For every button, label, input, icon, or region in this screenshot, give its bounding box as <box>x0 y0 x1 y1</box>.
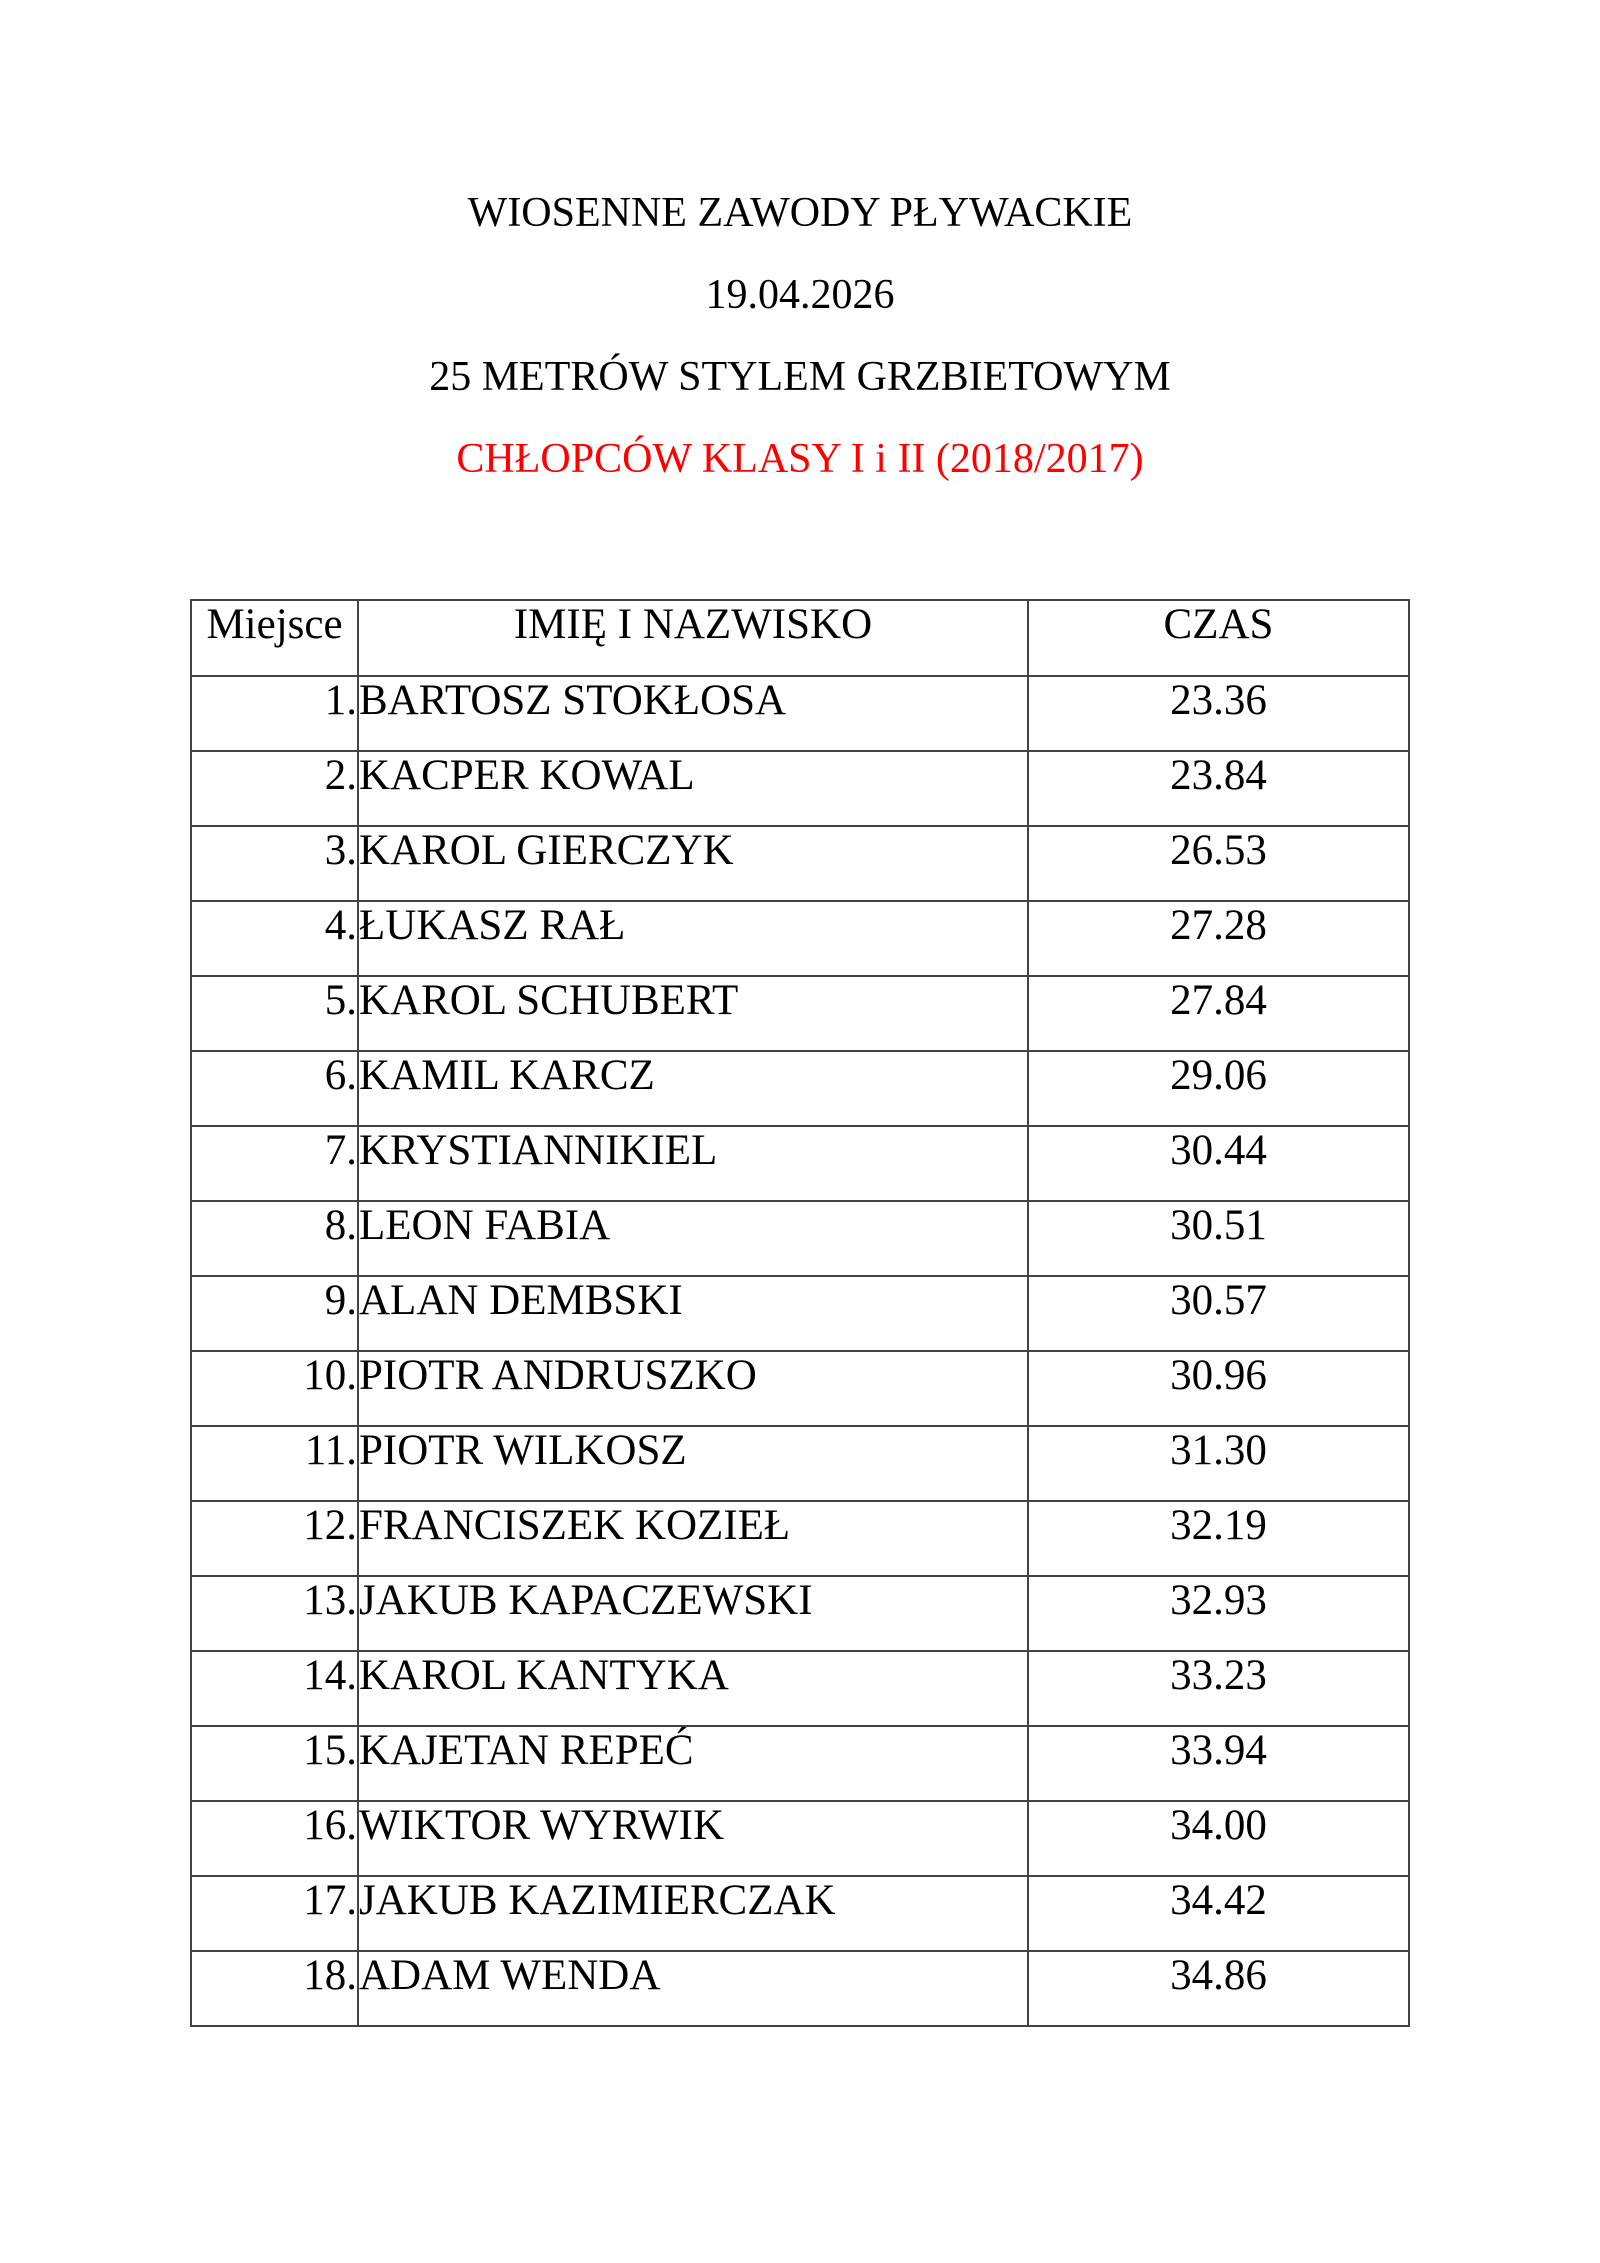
place-cell: 15. <box>190 1725 359 1802</box>
name-cell: JAKUB KAZIMIERCZAK <box>357 1875 1029 1952</box>
column-header-place: Miejsce <box>190 599 359 677</box>
table-row: 13. JAKUB KAPACZEWSKI 32.93 <box>190 1575 1410 1652</box>
column-header-name: IMIĘ I NAZWISKO <box>357 599 1029 677</box>
place-cell: 4. <box>190 900 359 977</box>
title-event-date: 19.04.2026 <box>705 272 895 318</box>
table-row: 4. ŁUKASZ RAŁ 27.28 <box>190 900 1410 977</box>
time-cell: 30.51 <box>1027 1200 1410 1277</box>
time-cell: 26.53 <box>1027 825 1410 902</box>
name-cell: PIOTR ANDRUSZKO <box>357 1350 1029 1427</box>
name-cell: KAROL SCHUBERT <box>357 975 1029 1052</box>
time-cell: 32.93 <box>1027 1575 1410 1652</box>
time-cell: 31.30 <box>1027 1425 1410 1502</box>
name-cell: KRYSTIANNIKIEL <box>357 1125 1029 1202</box>
place-cell: 18. <box>190 1950 359 2027</box>
time-cell: 27.84 <box>1027 975 1410 1052</box>
place-cell: 17. <box>190 1875 359 1952</box>
table-row: 17. JAKUB KAZIMIERCZAK 34.42 <box>190 1875 1410 1952</box>
table-row: 2. KACPER KOWAL 23.84 <box>190 750 1410 827</box>
name-cell: LEON FABIA <box>357 1200 1029 1277</box>
table-row: 15. KAJETAN REPEĆ 33.94 <box>190 1725 1410 1802</box>
table-row: 11. PIOTR WILKOSZ 31.30 <box>190 1425 1410 1502</box>
time-cell: 30.44 <box>1027 1125 1410 1202</box>
table-row: 12. FRANCISZEK KOZIEŁ 32.19 <box>190 1500 1410 1577</box>
name-cell: ALAN DEMBSKI <box>357 1275 1029 1352</box>
name-cell: FRANCISZEK KOZIEŁ <box>357 1500 1029 1577</box>
place-cell: 8. <box>190 1200 359 1277</box>
time-cell: 23.36 <box>1027 675 1410 752</box>
table-header-row: Miejsce IMIĘ I NAZWISKO CZAS <box>190 599 1410 677</box>
table-row: 16. WIKTOR WYRWIK 34.00 <box>190 1800 1410 1877</box>
time-cell: 30.96 <box>1027 1350 1410 1427</box>
place-cell: 9. <box>190 1275 359 1352</box>
table-row: 14. KAROL KANTYKA 33.23 <box>190 1650 1410 1727</box>
table-row: 6. KAMIL KARCZ 29.06 <box>190 1050 1410 1127</box>
place-cell: 1. <box>190 675 359 752</box>
name-cell: KAJETAN REPEĆ <box>357 1725 1029 1802</box>
place-cell: 12. <box>190 1500 359 1577</box>
place-cell: 2. <box>190 750 359 827</box>
time-cell: 33.94 <box>1027 1725 1410 1802</box>
name-cell: KAROL GIERCZYK <box>357 825 1029 902</box>
place-cell: 5. <box>190 975 359 1052</box>
name-cell: ADAM WENDA <box>357 1950 1029 2027</box>
name-cell: KAMIL KARCZ <box>357 1050 1029 1127</box>
table-row: 5. KAROL SCHUBERT 27.84 <box>190 975 1410 1052</box>
name-cell: ŁUKASZ RAŁ <box>357 900 1029 977</box>
time-cell: 34.00 <box>1027 1800 1410 1877</box>
title-event-name: WIOSENNE ZAWODY PŁYWACKIE <box>467 190 1133 236</box>
place-cell: 3. <box>190 825 359 902</box>
place-cell: 6. <box>190 1050 359 1127</box>
name-cell: PIOTR WILKOSZ <box>357 1425 1029 1502</box>
place-cell: 16. <box>190 1800 359 1877</box>
time-cell: 23.84 <box>1027 750 1410 827</box>
title-block: WIOSENNE ZAWODY PŁYWACKIE 19.04.2026 25 … <box>0 172 1600 500</box>
column-header-time: CZAS <box>1027 599 1410 677</box>
name-cell: WIKTOR WYRWIK <box>357 1800 1029 1877</box>
table-row: 1. BARTOSZ STOKŁOSA 23.36 <box>190 675 1410 752</box>
place-cell: 7. <box>190 1125 359 1202</box>
time-cell: 32.19 <box>1027 1500 1410 1577</box>
place-cell: 11. <box>190 1425 359 1502</box>
title-event-style: 25 METRÓW STYLEM GRZBIETOWYM <box>429 354 1171 400</box>
place-cell: 14. <box>190 1650 359 1727</box>
name-cell: KAROL KANTYKA <box>357 1650 1029 1727</box>
name-cell: JAKUB KAPACZEWSKI <box>357 1575 1029 1652</box>
place-cell: 13. <box>190 1575 359 1652</box>
time-cell: 34.86 <box>1027 1950 1410 2027</box>
table-row: 9. ALAN DEMBSKI 30.57 <box>190 1275 1410 1352</box>
time-cell: 27.28 <box>1027 900 1410 977</box>
name-cell: KACPER KOWAL <box>357 750 1029 827</box>
table-row: 8. LEON FABIA 30.51 <box>190 1200 1410 1277</box>
time-cell: 34.42 <box>1027 1875 1410 1952</box>
name-cell: BARTOSZ STOKŁOSA <box>357 675 1029 752</box>
place-cell: 10. <box>190 1350 359 1427</box>
title-category: CHŁOPCÓW KLASY I i II (2018/2017) <box>456 436 1144 482</box>
table-row: 10. PIOTR ANDRUSZKO 30.96 <box>190 1350 1410 1427</box>
table-row: 7. KRYSTIANNIKIEL 30.44 <box>190 1125 1410 1202</box>
time-cell: 30.57 <box>1027 1275 1410 1352</box>
results-table: Miejsce IMIĘ I NAZWISKO CZAS 1. BARTOSZ … <box>190 599 1410 2027</box>
table-row: 3. KAROL GIERCZYK 26.53 <box>190 825 1410 902</box>
time-cell: 33.23 <box>1027 1650 1410 1727</box>
time-cell: 29.06 <box>1027 1050 1410 1127</box>
table-row: 18. ADAM WENDA 34.86 <box>190 1950 1410 2027</box>
